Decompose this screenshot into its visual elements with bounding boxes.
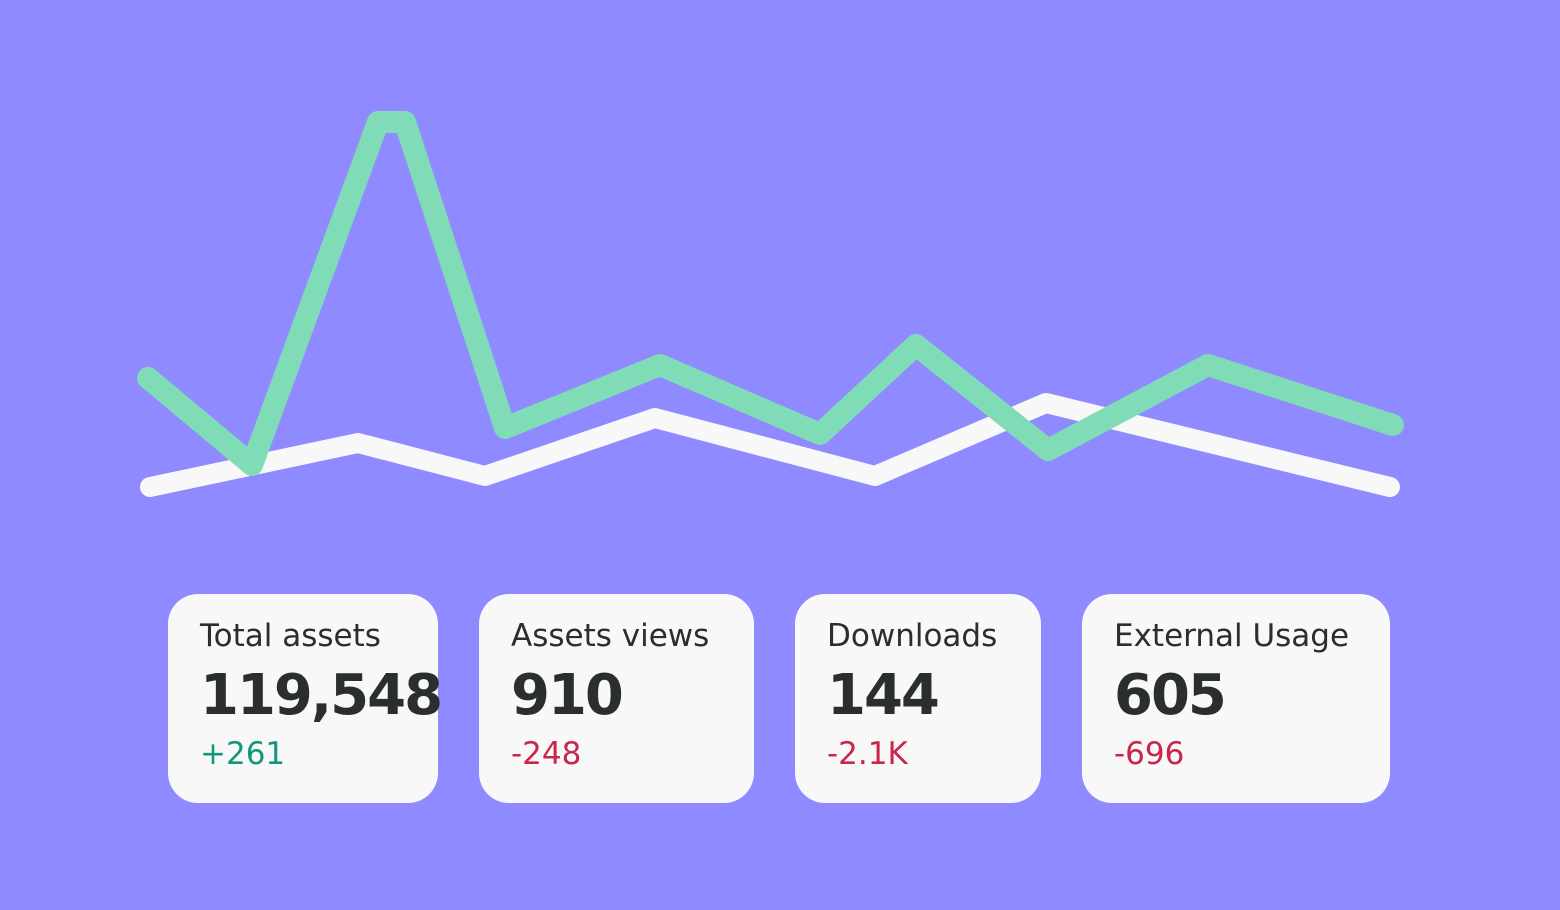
card-delta: -2.1K bbox=[827, 736, 908, 772]
stat-card: External Usage 605 -696 bbox=[1082, 594, 1390, 803]
stat-card: Assets views 910 -248 bbox=[479, 594, 754, 803]
card-title: Assets views bbox=[511, 618, 710, 654]
card-value: 910 bbox=[511, 663, 624, 728]
white-line bbox=[140, 393, 1400, 497]
card-value: 605 bbox=[1114, 663, 1227, 728]
card-delta: -696 bbox=[1114, 736, 1185, 772]
card-value: 119,548 bbox=[200, 663, 443, 728]
card-delta: +261 bbox=[200, 736, 286, 772]
card-title: Total assets bbox=[200, 618, 381, 654]
stat-card: Total assets 119,548 +261 bbox=[168, 594, 443, 803]
card-title: External Usage bbox=[1114, 618, 1350, 654]
stat-card: Downloads 144 -2.1K bbox=[795, 594, 1041, 803]
card-title: Downloads bbox=[827, 618, 998, 654]
card-delta: -248 bbox=[511, 736, 582, 772]
decorative-chart bbox=[137, 111, 1404, 497]
green-line bbox=[137, 111, 1404, 476]
card-value: 144 bbox=[827, 663, 940, 728]
